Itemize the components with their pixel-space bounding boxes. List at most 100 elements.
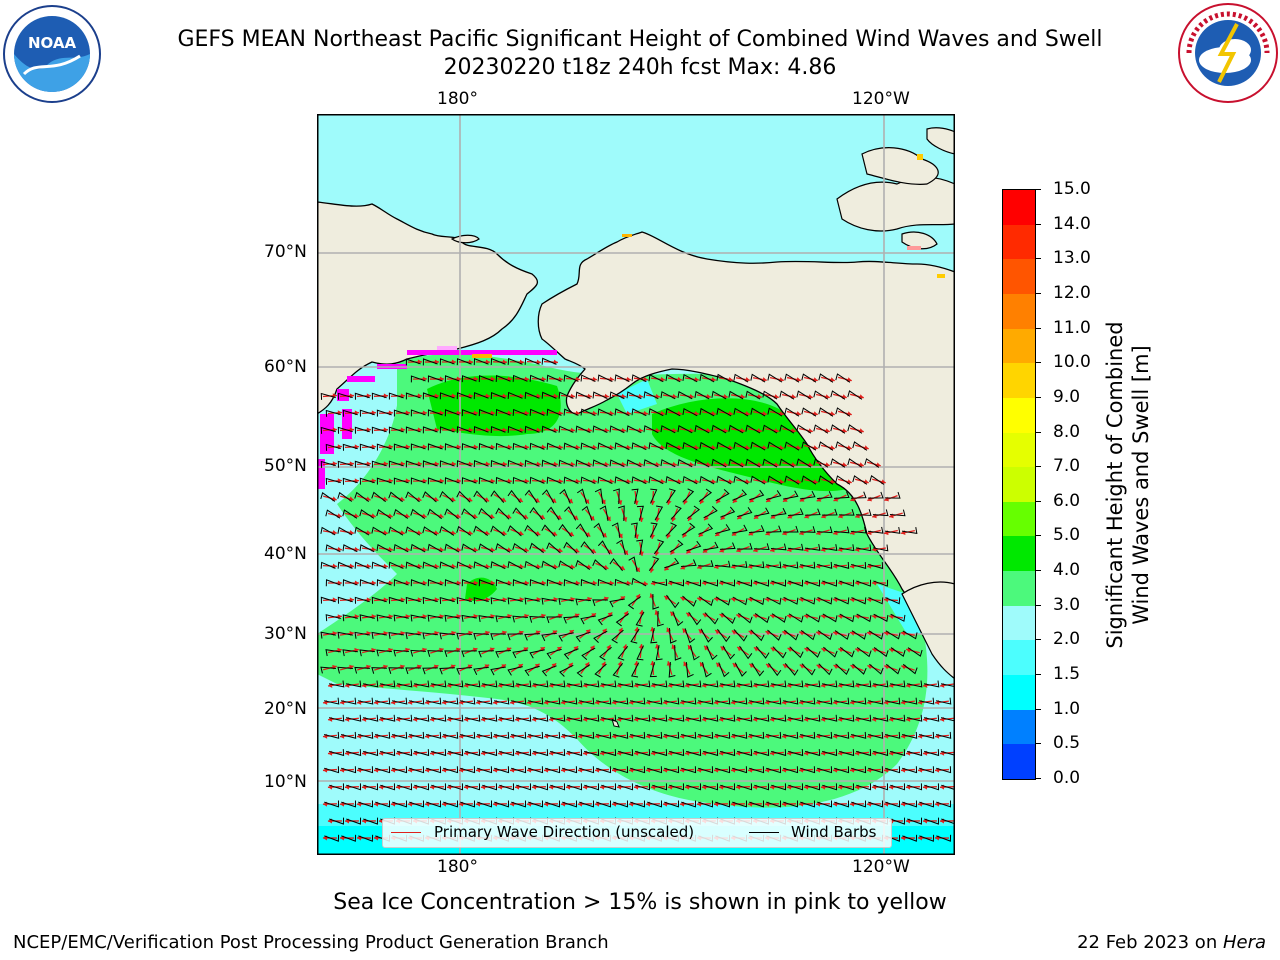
colorbar-cell (1003, 259, 1035, 295)
wind-barb (532, 680, 549, 688)
wind-barb (643, 425, 659, 434)
wind-barb (716, 475, 732, 485)
wind-barb (902, 731, 918, 739)
wind-barb (817, 596, 833, 605)
wind-barb (337, 666, 353, 674)
wind-barb (614, 476, 630, 485)
wind-barb (787, 680, 804, 688)
wind-barb (821, 680, 838, 688)
wind-barb (779, 390, 795, 400)
wind-barb (611, 629, 624, 644)
colorbar-cell (1003, 363, 1035, 399)
wind-barb (444, 443, 460, 451)
wind-barb (731, 524, 748, 534)
wind-barb (614, 374, 630, 383)
wave-arrow-head (855, 513, 860, 519)
wind-barb (703, 783, 719, 791)
wind-barb (745, 458, 761, 468)
wind-barb (515, 714, 532, 722)
wind-barb (940, 680, 955, 688)
wind-barb (839, 579, 855, 587)
wind-barb (427, 543, 443, 553)
wind-barb (711, 390, 727, 400)
wind-barb (524, 489, 538, 504)
lat-label-40n: 40°N (264, 544, 307, 564)
wind-barb (750, 441, 766, 451)
wind-barb (393, 649, 409, 657)
wind-barb (444, 543, 460, 553)
wind-barb (823, 646, 838, 658)
wind-barb (631, 577, 647, 587)
wind-barb (566, 680, 583, 688)
wind-barb (499, 783, 515, 791)
wind-barb (617, 505, 625, 522)
wind-barb (371, 596, 387, 604)
wind-barb (337, 491, 353, 502)
wind-barb (613, 731, 629, 739)
colorbar-tick-label: 12.0 (1053, 282, 1091, 303)
wind-barb (737, 612, 753, 624)
wind-barb (529, 579, 545, 587)
wind-barb (532, 714, 549, 722)
wind-barb (784, 475, 800, 485)
wind-barb (941, 818, 955, 825)
wind-barb (630, 800, 645, 808)
wind-barb (749, 731, 765, 739)
wind-barb (456, 525, 472, 536)
wind-barb (431, 749, 447, 757)
wind-barb (482, 749, 498, 757)
wind-barb (490, 425, 506, 434)
lat-label-20n: 20°N (264, 699, 307, 719)
wind-barb (750, 407, 766, 417)
wind-barb (541, 425, 557, 433)
wind-barb (720, 749, 736, 757)
colorbar-tick-label: 8.0 (1053, 421, 1081, 442)
wind-barb (856, 613, 872, 623)
wind-barb (507, 597, 523, 605)
wind-barb (495, 615, 511, 623)
wind-barb (766, 731, 782, 739)
wind-barb (835, 441, 851, 451)
wind-barb (516, 749, 532, 757)
wave-arrow-head (686, 548, 692, 554)
colorbar-cell (1003, 605, 1035, 641)
wind-barb (376, 509, 392, 519)
wind-barb (618, 783, 634, 791)
wind-barb (427, 579, 443, 587)
wind-barb (648, 408, 664, 417)
wave-arrow-head (472, 647, 478, 653)
wind-barb (461, 543, 477, 553)
wave-arrow-head (867, 496, 873, 502)
wind-barb (799, 490, 816, 500)
wind-barb (427, 650, 443, 657)
wind-barb (617, 646, 629, 661)
wind-barb (731, 697, 748, 705)
wind-barb (346, 749, 362, 757)
wind-barb (413, 680, 430, 688)
wind-barb (668, 714, 685, 722)
wind-barb (690, 645, 700, 661)
wind-barb (346, 817, 362, 825)
wind-barb (800, 731, 816, 739)
wind-barb (762, 458, 778, 468)
wind-barb (600, 714, 617, 722)
wind-barb (410, 508, 426, 520)
wind-barb (731, 561, 748, 568)
colorbar-tick-label: 13.0 (1053, 248, 1091, 269)
wind-barb (715, 488, 730, 502)
wind-barb (498, 714, 515, 722)
wind-barb (686, 749, 702, 757)
footer-date: 22 Feb 2023 on Hera (1077, 932, 1266, 953)
wind-barb (804, 543, 821, 551)
wave-arrow-head (569, 630, 574, 635)
wind-barb (771, 749, 787, 757)
wind-barb (787, 543, 804, 551)
wind-barb (354, 666, 370, 674)
wind-barb (686, 540, 702, 552)
wind-barb (494, 800, 509, 808)
wind-barb (408, 697, 425, 705)
wind-barb (873, 647, 889, 658)
wind-barb (549, 714, 566, 722)
wind-barb (473, 632, 489, 640)
wind-barb (648, 374, 664, 383)
